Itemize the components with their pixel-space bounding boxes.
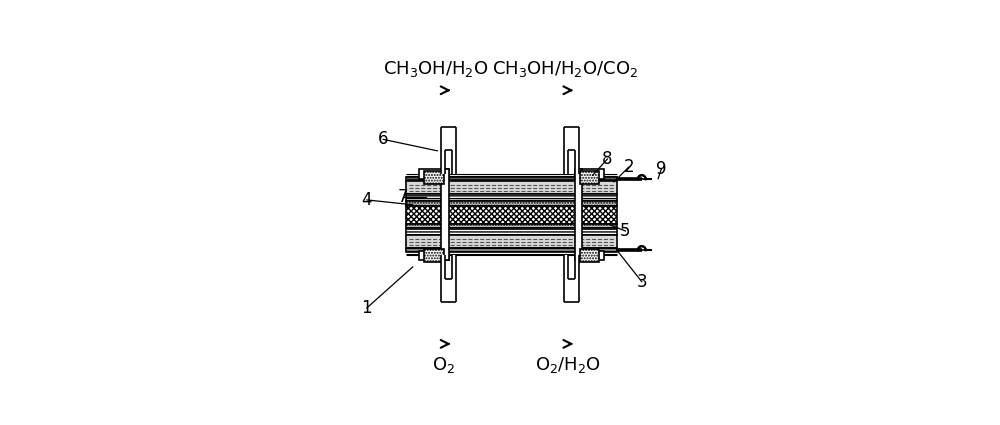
Text: 3: 3 bbox=[636, 273, 647, 291]
Bar bbox=[424, 171, 444, 184]
Bar bbox=[580, 171, 599, 184]
Text: CH$_3$OH/H$_2$O: CH$_3$OH/H$_2$O bbox=[383, 59, 488, 79]
Text: 5: 5 bbox=[620, 222, 631, 240]
Bar bbox=[424, 249, 444, 262]
Bar bbox=[564, 279, 579, 303]
Bar bbox=[441, 127, 456, 150]
Bar bbox=[406, 235, 617, 248]
Bar bbox=[564, 127, 579, 150]
Text: 7: 7 bbox=[398, 187, 408, 206]
Bar bbox=[575, 170, 604, 178]
Bar bbox=[406, 201, 617, 206]
Bar bbox=[406, 177, 617, 181]
Bar bbox=[406, 248, 617, 252]
Bar bbox=[406, 194, 617, 201]
Text: O$_2$: O$_2$ bbox=[432, 355, 455, 375]
Bar bbox=[419, 170, 449, 178]
Bar bbox=[406, 224, 617, 228]
Bar bbox=[564, 255, 568, 279]
Bar bbox=[575, 150, 579, 174]
Bar bbox=[406, 181, 617, 194]
Text: 8: 8 bbox=[602, 150, 613, 168]
Text: CH$_3$OH/H$_2$O/CO$_2$: CH$_3$OH/H$_2$O/CO$_2$ bbox=[492, 59, 638, 79]
Text: 4: 4 bbox=[362, 191, 372, 209]
Bar bbox=[580, 249, 599, 262]
Bar bbox=[441, 255, 445, 279]
Bar bbox=[452, 255, 456, 279]
Text: 2: 2 bbox=[623, 158, 634, 176]
Text: O$_2$/H$_2$O: O$_2$/H$_2$O bbox=[535, 355, 601, 375]
Bar bbox=[419, 251, 449, 260]
Bar bbox=[441, 170, 449, 260]
Bar bbox=[575, 255, 579, 279]
Bar bbox=[452, 150, 456, 174]
Bar bbox=[575, 170, 582, 260]
Bar bbox=[406, 206, 617, 224]
Text: 1: 1 bbox=[362, 299, 372, 317]
Bar bbox=[564, 150, 568, 174]
Bar bbox=[575, 251, 604, 260]
Bar bbox=[441, 279, 456, 303]
Text: 9: 9 bbox=[656, 160, 667, 178]
Bar bbox=[406, 228, 617, 235]
Bar bbox=[441, 150, 445, 174]
Text: 6: 6 bbox=[378, 130, 388, 148]
